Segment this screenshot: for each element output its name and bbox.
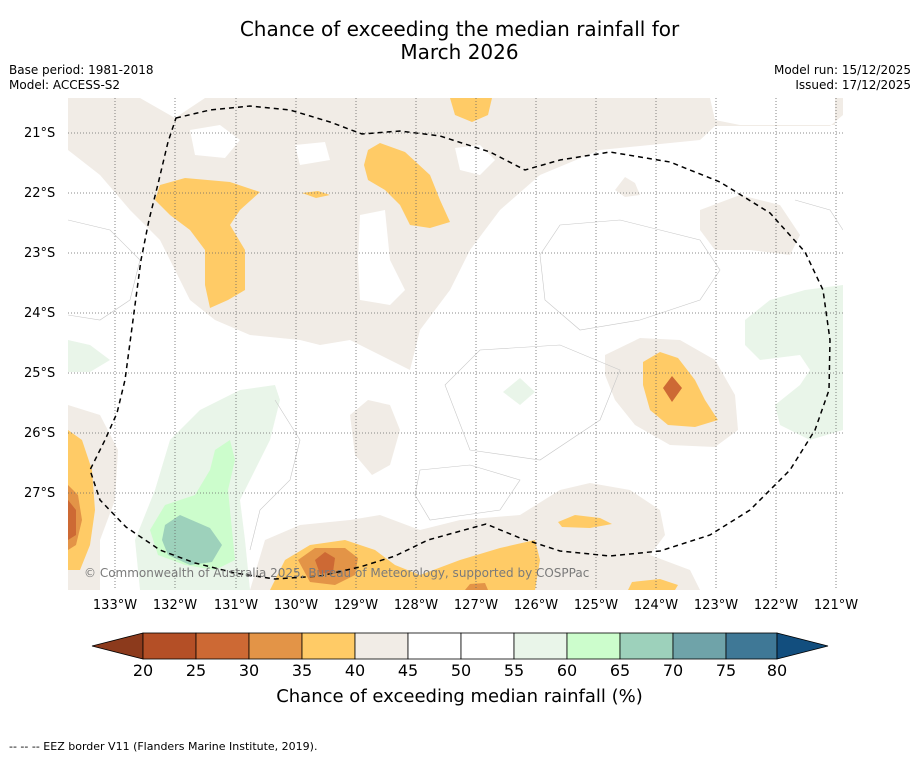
- model-run: Model run: 15/12/2025: [773, 63, 911, 77]
- lon-label-133w: 133°W: [92, 598, 138, 613]
- lon-label-126w: 126°W: [513, 598, 559, 613]
- colorbar-tick-50: 50: [450, 661, 472, 680]
- colorbar-segment-35-40: [301, 632, 356, 660]
- yellow-region-2: [364, 143, 450, 228]
- base-period: Base period: 1981-2018: [9, 63, 154, 77]
- lon-label-132w: 132°W: [152, 598, 198, 613]
- lon-label-127w: 127°W: [453, 598, 499, 613]
- colorbar-tick-80: 80: [766, 661, 788, 680]
- lat-label-27s: 27°S: [24, 486, 56, 501]
- white-hole-2: [295, 142, 330, 165]
- yellow-region-1: [155, 178, 260, 308]
- yellow-region-small-2: [628, 579, 678, 590]
- dark-orange-region-east: [663, 376, 682, 402]
- lat-label-22s: 22°S: [24, 186, 56, 201]
- map-contours: [68, 98, 843, 590]
- colorbar-tick-70: 70: [662, 661, 684, 680]
- lon-label-121w: 121°W: [813, 598, 859, 613]
- colorbar-tick-60: 60: [556, 661, 578, 680]
- colorbar-segment-55-60: [513, 632, 568, 660]
- colorbar-arrow-high: [776, 632, 829, 660]
- colorbar-segment-50-55: [460, 632, 515, 660]
- lat-label-21s: 21°S: [24, 126, 56, 141]
- lat-label-23s: 23°S: [24, 246, 56, 261]
- colorbar-tick-40: 40: [344, 661, 366, 680]
- colorbar-tick-20: 20: [132, 661, 154, 680]
- colorbar-label: Chance of exceeding median rainfall (%): [276, 686, 643, 707]
- colorbar-arrow-low: [91, 632, 144, 660]
- model-name: Model: ACCESS-S2: [9, 78, 121, 92]
- colorbar-segment-30-35: [248, 632, 303, 660]
- colorbar-segment-25-30: [195, 632, 250, 660]
- rainfall-map: [68, 98, 843, 590]
- colorbar-segment-65-70: [619, 632, 674, 660]
- colorbar-tick-55: 55: [503, 661, 525, 680]
- yellow-region-small-1: [558, 515, 612, 528]
- colorbar-segment-45-50: [407, 632, 462, 660]
- copyright-notice: © Commonwealth of Australia 2025, Bureau…: [84, 566, 590, 580]
- dark-orange-region-south: [315, 552, 335, 574]
- colorbar-tick-30: 30: [238, 661, 260, 680]
- white-hole-3: [358, 210, 405, 305]
- lat-label-24s: 24°S: [24, 306, 56, 321]
- yellow-region-3: [450, 98, 492, 122]
- colorbar-tick-45: 45: [397, 661, 419, 680]
- colorbar-segment-75-80: [725, 632, 778, 660]
- lon-label-128w: 128°W: [393, 598, 439, 613]
- colorbar-tick-65: 65: [609, 661, 631, 680]
- metadata-left: Base period: 1981-2018 Model: ACCESS-S2: [9, 63, 154, 93]
- issued-date: Issued: 17/12/2025: [795, 78, 911, 92]
- map-title: Chance of exceeding the median rainfall …: [0, 18, 919, 64]
- lon-label-124w: 124°W: [633, 598, 679, 613]
- title-line-1: Chance of exceeding the median rainfall …: [239, 17, 680, 41]
- colorbar-tick-75: 75: [715, 661, 737, 680]
- lon-label-122w: 122°W: [753, 598, 799, 613]
- colorbar-segment-20-25: [142, 632, 197, 660]
- lon-label-131w: 131°W: [213, 598, 259, 613]
- thin-contour-lines: [68, 199, 843, 551]
- green-region-west: [68, 340, 110, 372]
- beige-region-north: [68, 98, 843, 370]
- lon-label-130w: 130°W: [273, 598, 319, 613]
- lon-label-129w: 129°W: [333, 598, 379, 613]
- beige-region-small: [615, 177, 640, 197]
- title-line-2: March 2026: [400, 40, 519, 64]
- metadata-right: Model run: 15/12/2025 Issued: 17/12/2025: [774, 63, 911, 93]
- eez-footnote: -- -- -- EEZ border V11 (Flanders Marine…: [9, 740, 318, 753]
- colorbar-tick-35: 35: [291, 661, 313, 680]
- teal-region: [162, 515, 222, 565]
- orange-region-small: [465, 583, 488, 590]
- colorbar-segment-70-75: [672, 632, 727, 660]
- gridlines: [68, 98, 843, 590]
- eez-border: [89, 105, 831, 580]
- colorbar-tick-25: 25: [185, 661, 207, 680]
- lat-label-26s: 26°S: [24, 426, 56, 441]
- green-region-east: [745, 285, 843, 440]
- lon-label-125w: 125°W: [573, 598, 619, 613]
- dark-orange-region-west: [68, 500, 76, 540]
- beige-region-central: [350, 400, 400, 475]
- lon-label-123w: 123°W: [693, 598, 739, 613]
- white-hole-4: [455, 145, 495, 175]
- lat-label-25s: 25°S: [24, 366, 56, 381]
- green-region-spot: [503, 378, 535, 405]
- beige-region-northeast: [700, 195, 800, 255]
- colorbar-segment-60-65: [566, 632, 621, 660]
- colorbar-segment-40-45: [354, 632, 409, 660]
